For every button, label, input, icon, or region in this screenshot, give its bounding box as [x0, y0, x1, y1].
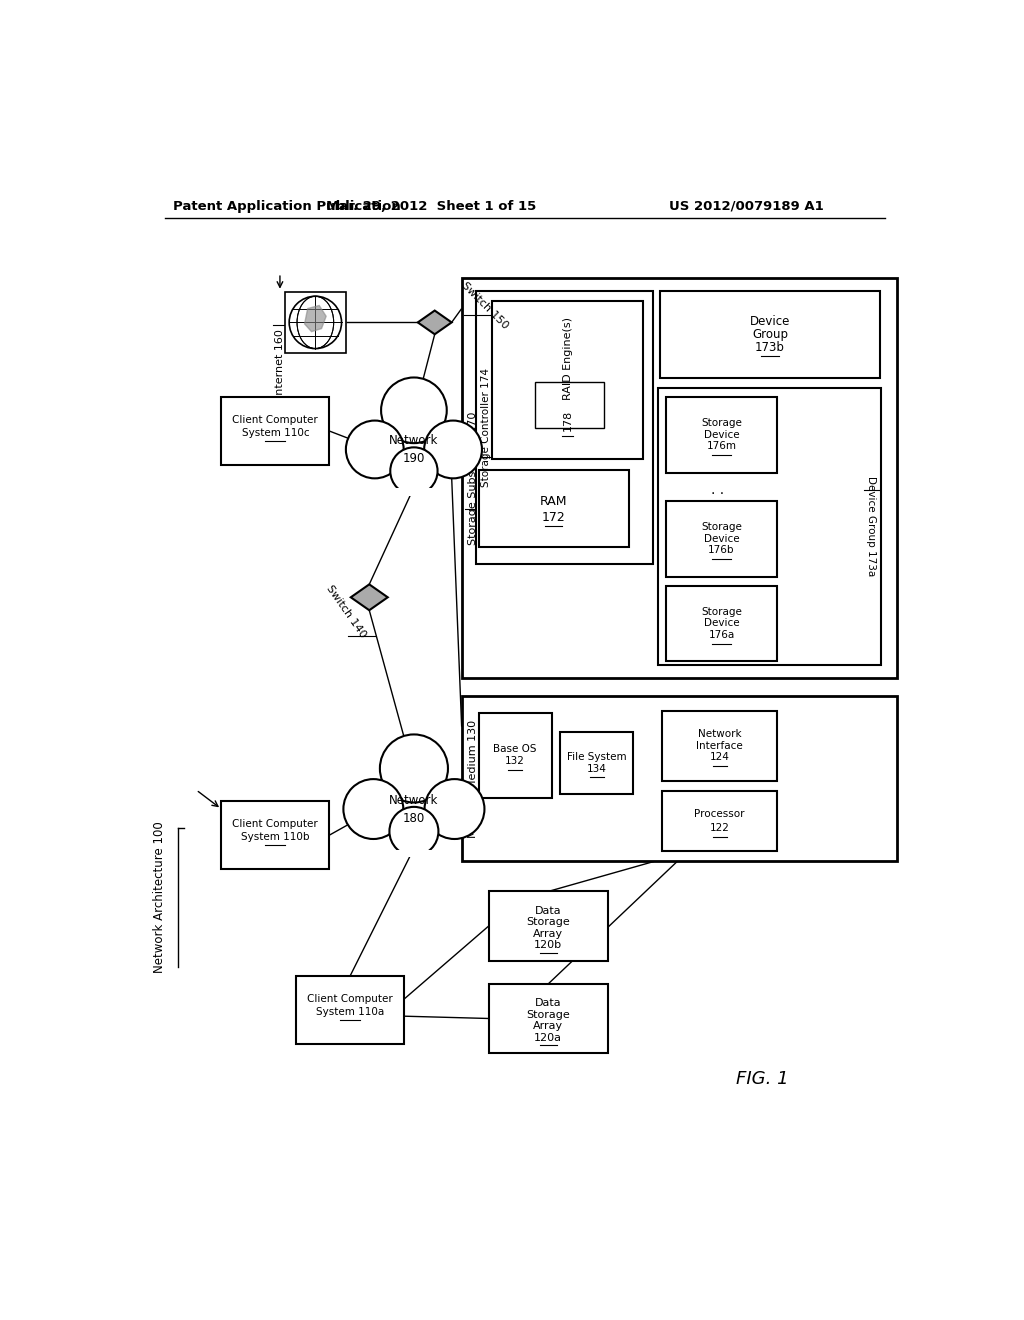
FancyBboxPatch shape: [493, 301, 643, 459]
Text: 178: 178: [562, 409, 572, 430]
Ellipse shape: [381, 378, 446, 444]
FancyBboxPatch shape: [285, 292, 346, 354]
Text: Base OS: Base OS: [494, 744, 537, 754]
Ellipse shape: [346, 421, 403, 478]
FancyBboxPatch shape: [462, 277, 897, 678]
Text: Device: Device: [750, 314, 791, 327]
Text: Switch 150: Switch 150: [460, 280, 510, 331]
Text: Device: Device: [703, 533, 739, 544]
FancyBboxPatch shape: [488, 891, 608, 961]
FancyBboxPatch shape: [560, 733, 634, 793]
Text: FIG. 1: FIG. 1: [735, 1069, 788, 1088]
Text: Array: Array: [534, 929, 563, 939]
Text: System 110c: System 110c: [242, 428, 309, 437]
Ellipse shape: [343, 779, 403, 840]
Text: Storage: Storage: [701, 523, 742, 532]
Text: Client Computer: Client Computer: [307, 994, 393, 1005]
Ellipse shape: [390, 447, 437, 495]
FancyBboxPatch shape: [660, 290, 880, 378]
Text: Mar. 29, 2012  Sheet 1 of 15: Mar. 29, 2012 Sheet 1 of 15: [326, 199, 536, 213]
Text: System 110a: System 110a: [315, 1007, 384, 1016]
Text: 176b: 176b: [709, 545, 735, 556]
Text: Storage: Storage: [526, 1010, 570, 1019]
Text: Client Computer: Client Computer: [232, 820, 318, 829]
FancyBboxPatch shape: [535, 381, 604, 428]
Ellipse shape: [425, 779, 484, 840]
FancyBboxPatch shape: [662, 792, 777, 851]
Text: 124: 124: [710, 752, 729, 763]
FancyBboxPatch shape: [378, 850, 450, 858]
Text: Group: Group: [752, 327, 788, 341]
Text: Device Group 173a: Device Group 173a: [866, 477, 877, 577]
Text: 134: 134: [587, 764, 607, 774]
Text: File System: File System: [567, 751, 627, 762]
FancyBboxPatch shape: [666, 397, 777, 473]
Text: 173b: 173b: [755, 341, 785, 354]
Text: Network
180: Network 180: [389, 793, 438, 825]
Text: Storage Subsystem 170: Storage Subsystem 170: [468, 412, 478, 545]
Text: Data: Data: [535, 906, 561, 916]
FancyBboxPatch shape: [478, 470, 629, 548]
Polygon shape: [351, 585, 388, 610]
Text: Storage: Storage: [526, 917, 570, 927]
FancyBboxPatch shape: [666, 586, 777, 661]
Ellipse shape: [424, 421, 482, 478]
Text: 120a: 120a: [535, 1032, 562, 1043]
Text: Switch 140: Switch 140: [325, 583, 368, 639]
Text: 172: 172: [542, 511, 565, 524]
Text: Client Computer: Client Computer: [232, 416, 318, 425]
Text: Data: Data: [535, 998, 561, 1008]
Text: US 2012/0079189 A1: US 2012/0079189 A1: [670, 199, 824, 213]
FancyBboxPatch shape: [221, 801, 330, 869]
Text: 132: 132: [505, 756, 525, 767]
Text: 176m: 176m: [707, 441, 736, 451]
Text: Network Architecture 100: Network Architecture 100: [154, 822, 166, 973]
Text: Array: Array: [534, 1022, 563, 1031]
Polygon shape: [418, 310, 452, 334]
Text: RAID Engine(s): RAID Engine(s): [562, 317, 572, 400]
Text: RAM: RAM: [540, 495, 567, 508]
Text: Interface: Interface: [696, 741, 743, 751]
Ellipse shape: [380, 734, 447, 803]
FancyBboxPatch shape: [666, 502, 777, 577]
FancyBboxPatch shape: [379, 488, 449, 496]
Text: Storage Controller 174: Storage Controller 174: [481, 368, 492, 487]
Text: 122: 122: [710, 824, 729, 833]
Text: Storage: Storage: [701, 418, 742, 428]
FancyBboxPatch shape: [296, 977, 403, 1044]
Text: Memory Medium 130: Memory Medium 130: [468, 719, 478, 838]
Text: Device: Device: [703, 619, 739, 628]
Text: . .: . .: [711, 483, 724, 496]
Text: Network: Network: [697, 730, 741, 739]
Ellipse shape: [389, 807, 438, 855]
Text: Network
190: Network 190: [389, 434, 438, 465]
Text: Storage: Storage: [701, 607, 742, 616]
Text: Patent Application Publication: Patent Application Publication: [173, 199, 400, 213]
FancyBboxPatch shape: [488, 983, 608, 1053]
Polygon shape: [304, 305, 326, 331]
Text: Processor: Processor: [694, 809, 744, 820]
FancyBboxPatch shape: [475, 290, 652, 564]
FancyBboxPatch shape: [221, 397, 330, 465]
Text: 176a: 176a: [709, 630, 734, 640]
FancyBboxPatch shape: [462, 696, 897, 862]
Text: System 110b: System 110b: [241, 832, 309, 842]
Text: Internet 160: Internet 160: [275, 330, 286, 399]
Text: Device: Device: [703, 430, 739, 440]
Text: 120b: 120b: [535, 940, 562, 950]
FancyBboxPatch shape: [662, 711, 777, 780]
FancyBboxPatch shape: [478, 713, 552, 797]
FancyBboxPatch shape: [658, 388, 882, 665]
